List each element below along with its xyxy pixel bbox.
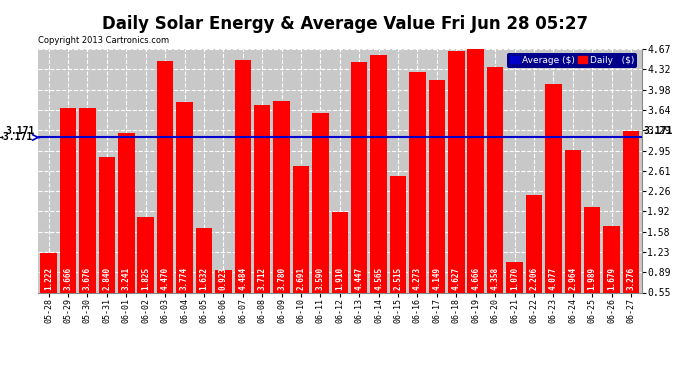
Text: 3.241: 3.241: [121, 266, 131, 290]
Text: 3.774: 3.774: [180, 266, 189, 290]
Text: 1.632: 1.632: [199, 266, 208, 290]
Text: 4.358: 4.358: [491, 266, 500, 290]
Text: 1.679: 1.679: [607, 266, 616, 290]
Text: 3.171: 3.171: [5, 126, 34, 135]
Text: 3.276: 3.276: [627, 266, 635, 290]
Legend: Average ($), Daily   ($): Average ($), Daily ($): [507, 53, 637, 68]
Bar: [526, 195, 542, 325]
Text: 0.923: 0.923: [219, 266, 228, 290]
Text: 3.712: 3.712: [257, 266, 266, 290]
Text: 1.989: 1.989: [588, 266, 597, 290]
Text: 1.222: 1.222: [44, 266, 53, 290]
Text: 4.565: 4.565: [374, 266, 383, 290]
Bar: [312, 112, 328, 325]
Bar: [157, 61, 173, 325]
Bar: [371, 55, 387, 325]
Bar: [409, 72, 426, 325]
Text: 4.470: 4.470: [161, 266, 170, 290]
Bar: [390, 176, 406, 325]
Bar: [235, 60, 251, 325]
Text: 3.676: 3.676: [83, 266, 92, 290]
Text: 3.666: 3.666: [63, 266, 72, 290]
Text: 3.780: 3.780: [277, 266, 286, 290]
Bar: [448, 51, 464, 325]
Text: 4.077: 4.077: [549, 266, 558, 290]
Text: 1.825: 1.825: [141, 266, 150, 290]
Text: 4.627: 4.627: [452, 266, 461, 290]
Bar: [467, 49, 484, 325]
Bar: [176, 102, 193, 325]
Bar: [351, 62, 368, 325]
Text: 2.964: 2.964: [569, 266, 578, 290]
Bar: [196, 228, 213, 325]
Bar: [99, 157, 115, 325]
Text: 2.515: 2.515: [393, 266, 402, 290]
Bar: [332, 212, 348, 325]
Bar: [428, 80, 445, 325]
Text: 4.484: 4.484: [238, 266, 247, 290]
Bar: [603, 226, 620, 325]
Bar: [215, 270, 232, 325]
Text: 4.273: 4.273: [413, 266, 422, 290]
Bar: [137, 217, 154, 325]
Bar: [273, 101, 290, 325]
Text: →3.171: →3.171: [0, 132, 33, 142]
Text: 2.206: 2.206: [529, 266, 538, 290]
Text: 4.149: 4.149: [433, 266, 442, 290]
Bar: [60, 108, 77, 325]
Bar: [79, 108, 96, 325]
Bar: [506, 262, 523, 325]
Bar: [564, 150, 581, 325]
Text: 4.447: 4.447: [355, 266, 364, 290]
Bar: [118, 133, 135, 325]
Text: 3.171: 3.171: [643, 126, 673, 135]
Bar: [41, 253, 57, 325]
Bar: [545, 84, 562, 325]
Text: 3.590: 3.590: [316, 266, 325, 290]
Text: 2.691: 2.691: [297, 266, 306, 290]
Bar: [584, 207, 600, 325]
Text: 1.910: 1.910: [335, 266, 344, 290]
Text: 1.070: 1.070: [510, 266, 519, 290]
Text: 2.840: 2.840: [102, 266, 111, 290]
Text: Copyright 2013 Cartronics.com: Copyright 2013 Cartronics.com: [38, 36, 169, 45]
Bar: [254, 105, 270, 325]
Bar: [487, 67, 504, 325]
Bar: [623, 131, 639, 325]
Text: 4.666: 4.666: [471, 266, 480, 290]
Text: Daily Solar Energy & Average Value Fri Jun 28 05:27: Daily Solar Energy & Average Value Fri J…: [102, 15, 588, 33]
Bar: [293, 166, 309, 325]
